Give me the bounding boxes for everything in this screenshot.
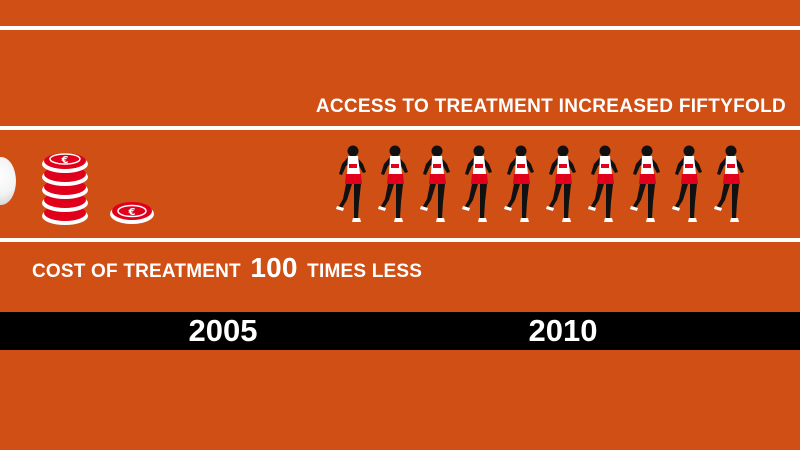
- lane-line-bottom: [0, 238, 800, 242]
- ball-icon: [0, 157, 16, 205]
- runner-icon: [336, 145, 366, 222]
- runner-icon: [462, 145, 492, 222]
- runner-icon: [546, 145, 576, 222]
- cost-suffix: TIMES LESS: [307, 261, 423, 282]
- cost-prefix: COST OF TREATMENT: [32, 261, 241, 282]
- access-headline: ACCESS TO TREATMENT INCREASED FIFTYFOLD: [315, 96, 786, 117]
- lane-line-middle: [0, 126, 800, 130]
- svg-text:€: €: [128, 207, 136, 218]
- cost-statement: COST OF TREATMENT 100 TIMES LESS: [32, 252, 422, 284]
- runner-icon: [672, 145, 702, 222]
- runner-icon: [504, 145, 534, 222]
- runner-icon: [588, 145, 618, 222]
- timeline-bar: 2005 2010: [0, 312, 800, 350]
- year-label-end: 2010: [528, 313, 598, 348]
- lane-line-top: [0, 26, 800, 30]
- coin-stack-icon: €: [42, 153, 88, 225]
- cost-number: 100: [250, 252, 298, 283]
- year-label-start: 2005: [188, 313, 258, 348]
- runner-group: [333, 144, 763, 226]
- runner-icon: [714, 145, 744, 222]
- euro-coin-icon: €: [42, 153, 88, 225]
- euro-coin-icon: €: [110, 202, 154, 224]
- runner-icon: [378, 145, 408, 222]
- runner-icon: [630, 145, 660, 222]
- svg-text:€: €: [61, 155, 69, 166]
- runner-icon: [420, 145, 450, 222]
